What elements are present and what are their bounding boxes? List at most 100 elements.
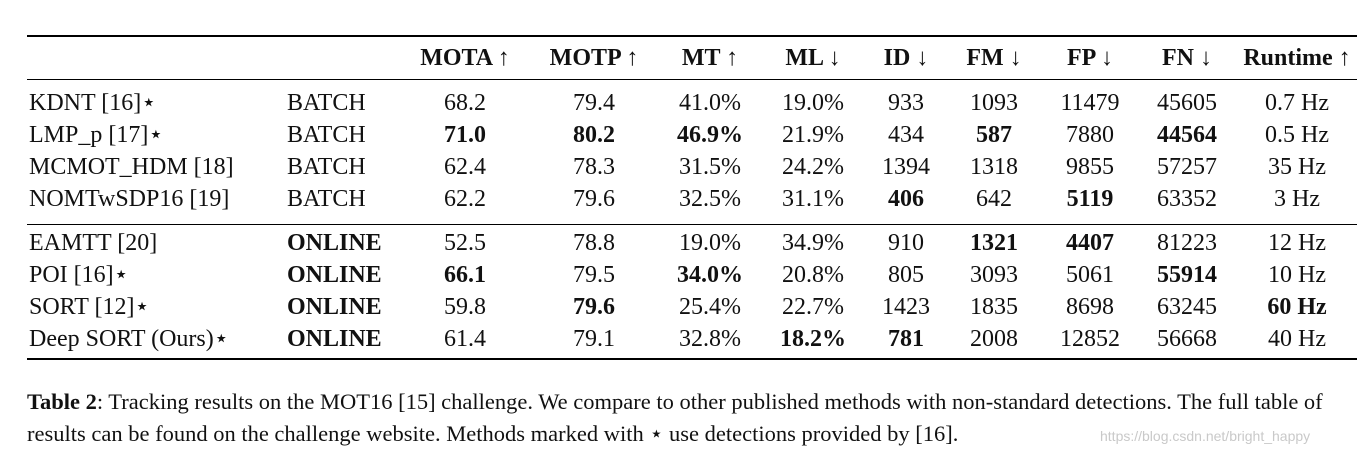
column-header: ML ↓ [785, 45, 841, 71]
table-cell-fp: 5119 [1066, 186, 1114, 212]
table-cell-ml: 18.2% [780, 326, 846, 352]
table-cell-fm: 587 [976, 122, 1012, 148]
table-cell-mt: 41.0% [679, 90, 741, 116]
table-header-rule [27, 79, 1357, 80]
table-cell-mota: 61.4 [444, 326, 486, 352]
table-cell-fm: 3093 [970, 262, 1018, 288]
table-cell-mt: 32.5% [679, 186, 741, 212]
table-cell-method: MCMOT_HDM [18] [29, 154, 234, 180]
table-cell-mota: 66.1 [444, 262, 486, 288]
table-cell-fp: 5061 [1066, 262, 1114, 288]
table-cell-motp: 79.1 [573, 326, 615, 352]
table-cell-fm: 1318 [970, 154, 1018, 180]
column-header: ID ↓ [883, 45, 929, 71]
table-group-rule [27, 224, 1357, 225]
column-header: FM ↓ [966, 45, 1022, 71]
table-cell-id: 910 [888, 230, 924, 256]
table-cell-id: 1394 [882, 154, 930, 180]
table-cell-id: 781 [888, 326, 924, 352]
table-cell-mt: 46.9% [677, 122, 743, 148]
table-cell-motp: 79.6 [573, 186, 615, 212]
table-cell-mt: 19.0% [679, 230, 741, 256]
table-cell-mota: 62.2 [444, 186, 486, 212]
table-cell-id: 406 [888, 186, 924, 212]
table-cell-runtime: 0.5 Hz [1265, 122, 1329, 148]
table-cell-method: EAMTT [20] [29, 230, 158, 256]
table-cell-motp: 80.2 [573, 122, 615, 148]
table-cell-id: 1423 [882, 294, 930, 320]
table-cell-method: SORT [12]⋆ [29, 294, 150, 320]
table-cell-id: 434 [888, 122, 924, 148]
table-cell-id: 805 [888, 262, 924, 288]
table-cell-mt: 32.8% [679, 326, 741, 352]
table-cell-mota: 62.4 [444, 154, 486, 180]
table-cell-method: POI [16]⋆ [29, 262, 129, 288]
table-cell-mota: 59.8 [444, 294, 486, 320]
table-cell-method: LMP_p [17]⋆ [29, 122, 164, 148]
table-cell-mt: 25.4% [679, 294, 741, 320]
table-cell-fn: 45605 [1157, 90, 1217, 116]
column-header: FN ↓ [1162, 45, 1212, 71]
table-cell-mt: 31.5% [679, 154, 741, 180]
table-cell-mota: 71.0 [444, 122, 486, 148]
table-cell-runtime: 3 Hz [1274, 186, 1320, 212]
table-cell-id: 933 [888, 90, 924, 116]
table-cell-ml: 19.0% [782, 90, 844, 116]
table-cell-type: BATCH [287, 154, 366, 180]
table-cell-method: Deep SORT (Ours)⋆ [29, 326, 229, 352]
table-cell-type: ONLINE [287, 230, 382, 256]
table-cell-ml: 22.7% [782, 294, 844, 320]
caption-label: Table 2 [27, 389, 97, 414]
table-cell-fm: 1321 [970, 230, 1018, 256]
table-cell-fn: 63245 [1157, 294, 1217, 320]
table-cell-motp: 79.5 [573, 262, 615, 288]
table-cell-runtime: 35 Hz [1268, 154, 1326, 180]
table-cell-fp: 4407 [1066, 230, 1114, 256]
table-cell-runtime: 60 Hz [1267, 294, 1327, 320]
table-cell-runtime: 12 Hz [1268, 230, 1326, 256]
table-cell-fm: 1835 [970, 294, 1018, 320]
table-cell-ml: 20.8% [782, 262, 844, 288]
table-cell-type: ONLINE [287, 294, 382, 320]
table-cell-runtime: 40 Hz [1268, 326, 1326, 352]
column-header: MOTA ↑ [420, 45, 510, 71]
table-cell-motp: 78.3 [573, 154, 615, 180]
table-cell-type: BATCH [287, 90, 366, 116]
table-cell-fp: 7880 [1066, 122, 1114, 148]
table-cell-mt: 34.0% [677, 262, 743, 288]
table-cell-method: KDNT [16]⋆ [29, 90, 157, 116]
column-header: MOTP ↑ [549, 45, 639, 71]
table-cell-fp: 11479 [1060, 90, 1120, 116]
table-cell-mota: 68.2 [444, 90, 486, 116]
table-cell-fn: 57257 [1157, 154, 1217, 180]
table-cell-runtime: 10 Hz [1268, 262, 1326, 288]
table-cell-fp: 9855 [1066, 154, 1114, 180]
table-cell-ml: 31.1% [782, 186, 844, 212]
table-cell-fm: 1093 [970, 90, 1018, 116]
table-cell-motp: 79.6 [573, 294, 615, 320]
table-cell-type: ONLINE [287, 262, 382, 288]
table-cell-ml: 21.9% [782, 122, 844, 148]
table-bottom-rule [27, 358, 1357, 360]
watermark: https://blog.csdn.net/bright_happy [1100, 428, 1311, 444]
table-cell-fp: 12852 [1060, 326, 1120, 352]
table-cell-type: ONLINE [287, 326, 382, 352]
column-header: Runtime ↑ [1243, 45, 1351, 71]
table-cell-fp: 8698 [1066, 294, 1114, 320]
table-cell-fn: 81223 [1157, 230, 1217, 256]
table-cell-method: NOMTwSDP16 [19] [29, 186, 230, 212]
table-cell-fm: 2008 [970, 326, 1018, 352]
table-cell-type: BATCH [287, 122, 366, 148]
caption-text: : Tracking results on the MOT16 [15] cha… [27, 389, 1323, 446]
table-cell-mota: 52.5 [444, 230, 486, 256]
table-top-rule [27, 35, 1357, 37]
table-cell-fn: 44564 [1157, 122, 1217, 148]
table-caption: Table 2: Tracking results on the MOT16 [… [27, 386, 1357, 450]
table-cell-motp: 78.8 [573, 230, 615, 256]
table-cell-ml: 24.2% [782, 154, 844, 180]
table-cell-ml: 34.9% [782, 230, 844, 256]
table-cell-fm: 642 [976, 186, 1012, 212]
column-header: MT ↑ [681, 45, 739, 71]
table-cell-fn: 56668 [1157, 326, 1217, 352]
column-header: FP ↓ [1067, 45, 1113, 71]
